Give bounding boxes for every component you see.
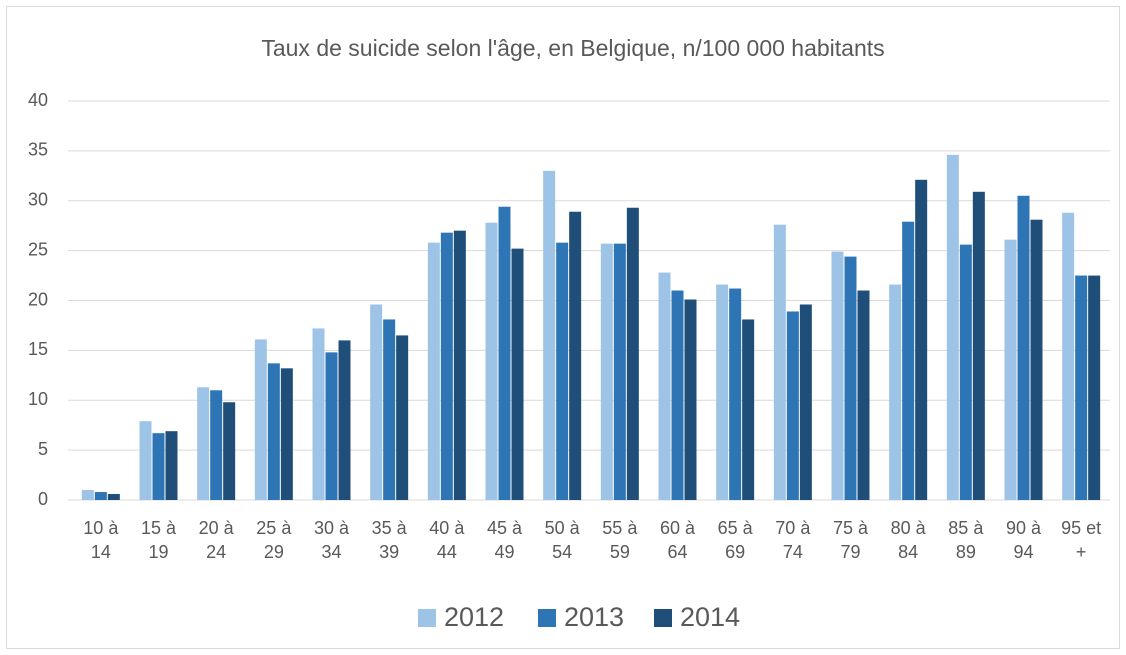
bar (946, 154, 959, 501)
bar (312, 328, 325, 500)
bar (543, 170, 556, 500)
bar (684, 299, 697, 500)
bar (671, 290, 684, 500)
x-tick-label: 20 à 24 (198, 518, 234, 562)
legend-swatch (654, 609, 672, 627)
bar (773, 224, 786, 500)
x-tick-label: 90 à 94 (1005, 518, 1042, 562)
bar (556, 242, 569, 500)
bar (972, 191, 985, 500)
bar (197, 387, 210, 500)
bar (1088, 275, 1101, 500)
x-tick-label: 50 à 54 (544, 518, 580, 562)
bar (485, 222, 498, 500)
bar (94, 492, 107, 500)
bar (81, 490, 94, 500)
y-tick-label: 35 (28, 140, 48, 160)
bar (600, 243, 613, 500)
x-tick-label: 60 à 64 (659, 518, 696, 562)
bar (1030, 219, 1043, 500)
legend-swatch (538, 609, 556, 627)
bar (453, 230, 466, 501)
bar (267, 363, 280, 500)
bar (626, 207, 639, 501)
x-tick-label: 15 à 19 (140, 518, 177, 562)
bar (742, 319, 755, 500)
x-tick-label: 45 à 49 (486, 518, 523, 562)
bar (165, 431, 178, 500)
bar (799, 304, 812, 500)
bar (223, 402, 236, 500)
bar (280, 368, 293, 500)
bar (1062, 212, 1075, 500)
x-tick-label: 80 à 84 (890, 518, 926, 562)
x-tick-label: 75 à 79 (832, 518, 869, 562)
y-tick-label: 5 (38, 439, 48, 459)
bar (383, 319, 396, 500)
x-tick-label: 35 à 39 (371, 518, 407, 562)
bar (511, 248, 524, 500)
bar (152, 433, 165, 500)
x-tick-label: 40 à 44 (429, 518, 465, 562)
legend-label: 2013 (564, 602, 624, 632)
bar (857, 290, 870, 500)
bar (613, 243, 626, 500)
bar (370, 304, 383, 500)
bar (210, 390, 223, 500)
x-tick-label: 25 à 29 (256, 518, 292, 562)
bar (396, 335, 409, 500)
bar (569, 211, 582, 500)
bar (440, 232, 453, 501)
y-tick-label: 15 (28, 339, 48, 359)
bar (427, 242, 440, 500)
bar (498, 206, 511, 501)
legend-swatch (418, 609, 436, 627)
bar (338, 340, 351, 500)
bar (716, 284, 729, 500)
bar (889, 284, 902, 500)
bar (254, 339, 267, 500)
x-tick-label: 85 à 89 (948, 518, 984, 562)
bar (915, 179, 928, 501)
y-tick-label: 30 (28, 190, 48, 210)
x-tick-label: 70 à 74 (775, 518, 811, 562)
bar (658, 272, 671, 500)
y-tick-label: 20 (28, 289, 48, 309)
x-tick-label: 30 à 34 (313, 518, 350, 562)
y-tick-label: 40 (28, 90, 48, 110)
bar (325, 352, 338, 500)
bar (959, 244, 972, 500)
bar (786, 311, 799, 500)
x-tick-label: 10 à 14 (83, 518, 119, 562)
bar (902, 221, 915, 500)
bar (1075, 275, 1088, 500)
bar (729, 288, 742, 500)
y-tick-label: 25 (28, 239, 48, 259)
bar (831, 251, 844, 500)
bar (139, 421, 152, 500)
chart-title: Taux de suicide selon l'âge, en Belgique… (261, 35, 884, 61)
bar (107, 494, 120, 500)
x-tick-label: 65 à 69 (717, 518, 753, 562)
legend-label: 2014 (680, 602, 740, 632)
bar (844, 256, 857, 500)
bar (1004, 239, 1017, 500)
x-tick-label: 95 et + (1061, 518, 1102, 562)
y-tick-label: 10 (28, 389, 48, 409)
y-tick-label: 0 (38, 489, 48, 509)
legend-label: 2012 (444, 602, 504, 632)
x-tick-label: 55 à 59 (602, 518, 638, 562)
bar (1017, 195, 1030, 500)
